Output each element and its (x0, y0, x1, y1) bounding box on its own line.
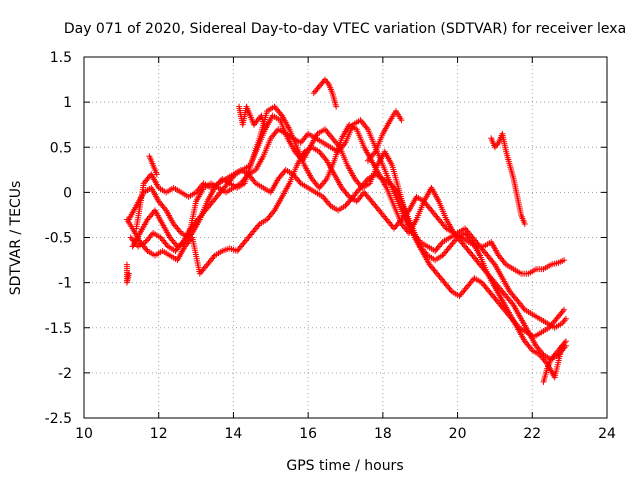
data-point (561, 306, 568, 313)
data-point (153, 171, 160, 178)
x-tick-label: 24 (598, 426, 616, 442)
x-tick-label: 18 (374, 426, 392, 442)
y-tick-label: -0.5 (45, 231, 72, 247)
y-tick-label: -2 (58, 366, 72, 382)
chart-title: Day 071 of 2020, Sidereal Day-to-day VTE… (64, 21, 626, 37)
y-tick-label: -1.5 (45, 321, 72, 337)
x-axis-label: GPS time / hours (286, 458, 403, 474)
axis-ticks: 10 12 14 16 18 20 22 24 1.5 1 0.5 0 -0.5 -1 -1.5 -2 -2.5 (45, 50, 616, 442)
y-tick-label: -2.5 (45, 411, 72, 427)
x-tick-label: 10 (75, 426, 93, 442)
data-point (562, 315, 569, 322)
data-point (125, 270, 132, 277)
y-tick-label: -1 (58, 276, 72, 292)
x-tick-label: 16 (299, 426, 317, 442)
x-tick-label: 22 (523, 426, 541, 442)
x-tick-label: 20 (449, 426, 467, 442)
data-point (561, 257, 568, 264)
data-marks (123, 76, 569, 385)
y-tick-label: 0 (63, 185, 72, 201)
y-tick-label: 1 (63, 95, 72, 111)
y-tick-label: 1.5 (50, 50, 72, 66)
x-tick-label: 14 (225, 426, 243, 442)
data-point (562, 338, 569, 345)
y-tick-label: 0.5 (50, 140, 72, 156)
x-tick-label: 12 (150, 426, 168, 442)
data-point (398, 117, 405, 124)
data-point (262, 126, 269, 133)
data-point (333, 103, 340, 110)
plot-frame (83, 56, 608, 419)
data-point (521, 220, 528, 227)
y-axis-label: SDTVAR / TECUs (8, 181, 24, 296)
